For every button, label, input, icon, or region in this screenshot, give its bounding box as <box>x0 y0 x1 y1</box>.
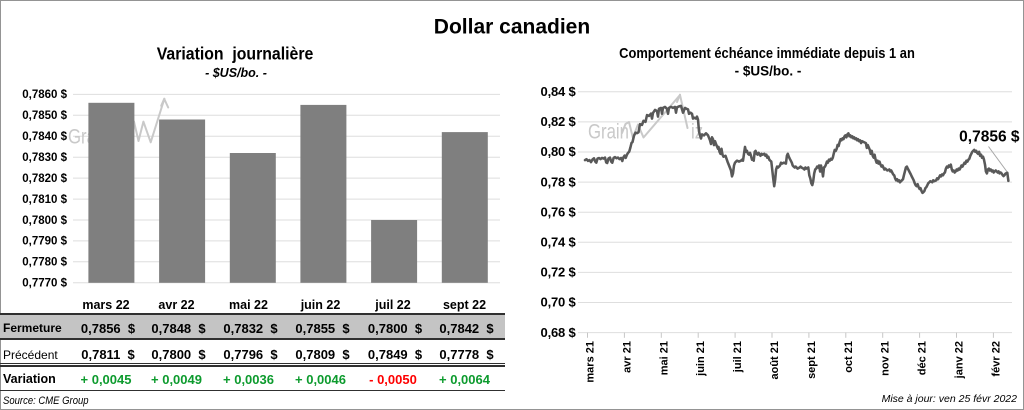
svg-text:0,7790 $: 0,7790 $ <box>22 236 67 248</box>
svg-text:0,72 $: 0,72 $ <box>541 265 577 280</box>
svg-text:nov 21: nov 21 <box>880 341 892 376</box>
svg-text:Dollar canadien: Dollar canadien <box>434 16 590 39</box>
svg-text:sept 22: sept 22 <box>443 298 486 312</box>
svg-text:Grain: Grain <box>588 121 629 144</box>
svg-text:0,7850 $: 0,7850 $ <box>22 110 67 122</box>
svg-text:0,78 $: 0,78 $ <box>541 174 577 189</box>
svg-text:0,7810 $: 0,7810 $ <box>22 194 67 206</box>
svg-text:0,7830 $: 0,7830 $ <box>22 152 67 164</box>
svg-text:iz: iz <box>691 121 703 144</box>
svg-text:mai 22: mai 22 <box>229 298 268 312</box>
svg-text:0,7860 $: 0,7860 $ <box>22 89 67 101</box>
svg-text:déc 21: déc 21 <box>917 341 929 375</box>
svg-text:juil 21: juil 21 <box>732 341 744 373</box>
svg-text:0,84 $: 0,84 $ <box>541 84 577 99</box>
svg-text:mars 22: mars 22 <box>82 298 129 312</box>
svg-text:oct 21: oct 21 <box>843 341 855 373</box>
svg-text:0,7856 $: 0,7856 $ <box>959 129 1020 146</box>
svg-text:sept 21: sept 21 <box>806 341 818 379</box>
svg-text:0,70 $: 0,70 $ <box>541 295 577 310</box>
svg-text:0,7780 $: 0,7780 $ <box>22 257 67 269</box>
svg-text:févr 22: févr 22 <box>990 341 1002 376</box>
svg-text:mars 21: mars 21 <box>585 341 597 383</box>
svg-text:0,7770 $: 0,7770 $ <box>22 278 67 290</box>
svg-text:avr 21: avr 21 <box>621 341 633 373</box>
svg-text:0,74 $: 0,74 $ <box>541 235 577 250</box>
svg-text:Variation journalière: Variation journalière <box>157 44 314 64</box>
svg-text:0,7820 $: 0,7820 $ <box>22 173 67 185</box>
svg-text:- $US/bo. -: - $US/bo. - <box>205 66 267 80</box>
svg-text:0,80 $: 0,80 $ <box>541 144 577 159</box>
svg-text:0,7840 $: 0,7840 $ <box>22 131 67 143</box>
svg-text:0,82 $: 0,82 $ <box>541 114 577 129</box>
svg-text:0,76 $: 0,76 $ <box>541 204 577 219</box>
svg-text:0,7800 $: 0,7800 $ <box>22 215 67 227</box>
svg-text:0,68 $: 0,68 $ <box>541 325 577 340</box>
svg-text:janv 22: janv 22 <box>954 341 966 379</box>
svg-text:mai 21: mai 21 <box>658 341 670 375</box>
svg-text:août 21: août 21 <box>769 341 781 380</box>
svg-text:juin 21: juin 21 <box>695 341 707 377</box>
svg-text:- $US/bo. -: - $US/bo. - <box>735 64 802 79</box>
svg-text:juil 22: juil 22 <box>374 298 410 312</box>
svg-text:avr 22: avr 22 <box>158 298 194 312</box>
svg-text:Comportement échéance immédiat: Comportement échéance immédiate depuis 1… <box>619 44 915 61</box>
svg-text:juin 22: juin 22 <box>300 298 341 312</box>
